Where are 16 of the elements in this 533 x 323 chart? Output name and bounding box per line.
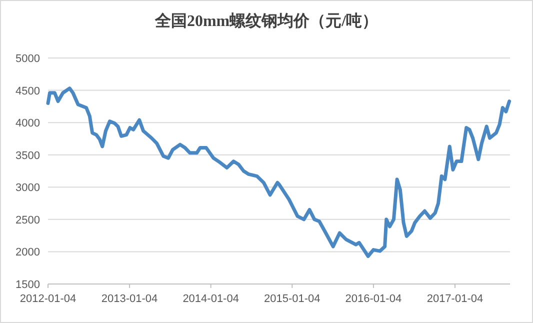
chart-title: 全国20mm螺纹钢均价（元/吨） [154,12,378,30]
y-tick-label: 2500 [16,214,40,226]
x-tick-label: 2012-01-04 [20,293,76,305]
y-tick-label: 3000 [16,182,40,194]
y-tick-label: 1500 [16,279,40,291]
x-tick-label: 2014-01-04 [182,293,239,305]
y-tick-label: 3500 [16,150,40,162]
x-tick-label: 2015-01-04 [264,293,320,305]
y-tick-label: 4500 [16,85,40,98]
x-tick-label: 2016-01-04 [345,293,402,305]
line-series [46,86,512,258]
x-tick-label: 2013-01-04 [101,293,158,305]
y-tick-label: 4000 [16,118,40,130]
y-tick-label: 5000 [16,53,40,65]
y-tick-label: 2000 [16,246,40,259]
x-tick-label: 2017-01-04 [426,293,484,305]
